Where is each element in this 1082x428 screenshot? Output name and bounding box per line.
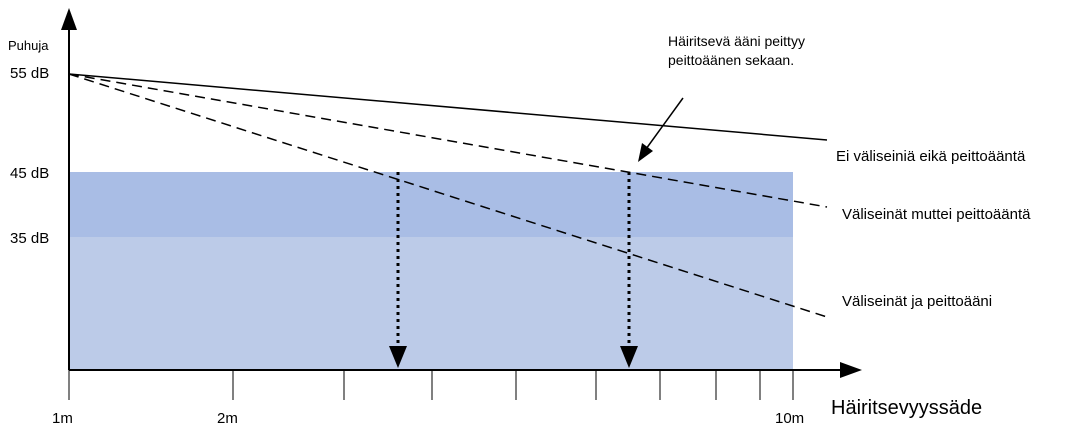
label-no-partitions: Ei väliseiniä eikä peittoääntä (836, 148, 1026, 165)
callout-line-2: peittoäänen sekaan. (668, 52, 794, 68)
y-label-45db: 45 dB (10, 165, 49, 182)
y-label-35db: 35 dB (10, 230, 49, 247)
y-label-55db: 55 dB (10, 65, 49, 82)
x-label-1m: 1m (52, 410, 73, 427)
line-partitions-and-masking (68, 73, 828, 318)
masking-band-lower (69, 237, 793, 370)
x-label-2m: 2m (217, 410, 238, 427)
y-axis-title: Puhuja (8, 38, 49, 53)
label-partitions-and-masking: Väliseinät ja peittoääni (842, 293, 992, 310)
line-partitions-no-masking (68, 73, 828, 208)
callout-arrow-line (645, 97, 684, 150)
label-partitions-no-masking: Väliseinät muttei peittoääntä (842, 206, 1031, 223)
callout-arrow-head (638, 143, 653, 162)
masking-band-upper (69, 172, 793, 237)
drop-arrow-masking (389, 346, 407, 368)
x-axis-title: Häiritsevyyssäde (831, 397, 982, 419)
x-axis-ticks (68, 370, 794, 400)
callout-line-1: Häiritsevä ääni peittyy (668, 33, 805, 49)
x-label-10m: 10m (775, 410, 804, 427)
x-axis-arrow (840, 362, 862, 378)
drop-arrow-no-masking (620, 346, 638, 368)
y-axis-arrow (61, 8, 77, 30)
line-no-partitions (68, 73, 828, 141)
